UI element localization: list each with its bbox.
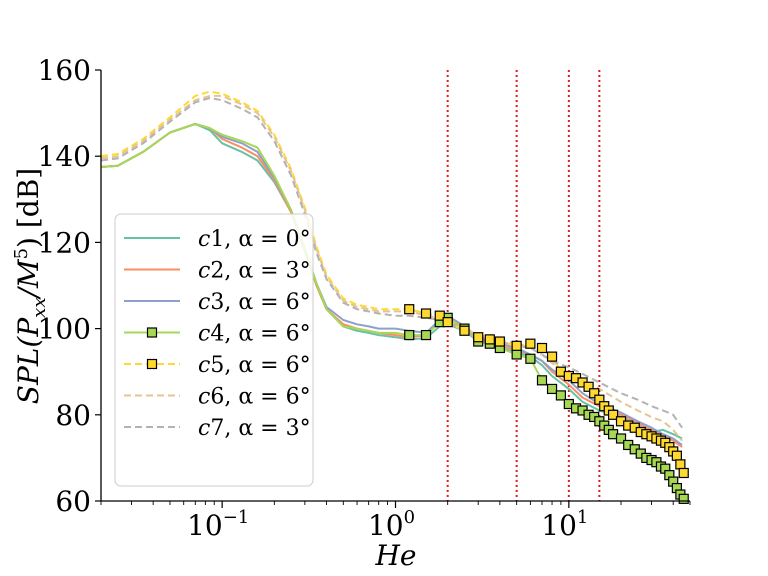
data-point-c4 [536, 375, 548, 386]
data-point-c4 [511, 349, 522, 360]
data-point-c5 [404, 304, 415, 315]
legend-label-c2: c2, α = 3° [198, 259, 311, 284]
data-point-c5 [536, 342, 548, 354]
vertical-reference-lines [446, 70, 601, 501]
axes [95, 69, 691, 508]
data-point-c5 [525, 338, 536, 349]
x-axis-label: He [375, 539, 417, 572]
series-line-c7 [101, 97, 683, 429]
legend-marker-c4 [146, 327, 158, 338]
data-point-c5 [473, 332, 484, 343]
y-tick-label: 100 [38, 313, 91, 346]
data-point-c5 [494, 336, 505, 347]
legend-label-c7: c7, α = 3° [198, 416, 311, 441]
data-point-c4 [615, 433, 627, 444]
legend-label-c6: c6, α = 6° [198, 385, 311, 410]
data-point-c4 [420, 329, 432, 341]
legend-label-c1: c1, α = 0° [198, 227, 311, 252]
legend-label-c5: c5, α = 6° [198, 353, 311, 378]
x-tick-label: 101 [541, 507, 588, 542]
y-tick-label: 60 [55, 485, 91, 518]
y-tick-label: 80 [55, 399, 91, 432]
data-point-c5 [589, 388, 600, 399]
x-tick-label: 100 [368, 507, 415, 542]
data-point-c4 [546, 383, 558, 395]
legend-label-c4: c4, α = 6° [198, 322, 311, 347]
data-point-c5 [583, 381, 594, 392]
data-point-c5 [420, 308, 432, 319]
data-point-c4 [678, 493, 689, 504]
legend-label-c3: c3, α = 6° [198, 290, 311, 315]
data-point-c5 [511, 340, 522, 351]
data-point-c4 [555, 390, 567, 401]
series-markers [404, 304, 689, 504]
data-point-c5 [484, 334, 495, 345]
series-line-c1 [101, 122, 683, 440]
data-point-c5 [442, 317, 453, 328]
y-tick-label: 160 [38, 54, 91, 87]
data-point-c5 [671, 450, 682, 461]
data-point-c5 [675, 459, 686, 470]
legend-frame [114, 213, 314, 487]
data-point-c5 [678, 467, 689, 479]
data-point-c5 [546, 351, 558, 362]
series-line-c3 [101, 122, 683, 446]
data-point-c4 [404, 329, 415, 341]
y-tick-label: 120 [38, 226, 91, 259]
tick-labels: 60 80 100 120 140 160 10−1 100 101 [38, 54, 589, 542]
series-line-c5 [101, 90, 685, 474]
series-line-c2 [101, 122, 683, 448]
x-tick-label: 10−1 [187, 507, 249, 542]
legend: c1, α = 0° c2, α = 3° c3, α = 6° c4, α = 6°… [114, 213, 314, 487]
legend-marker-c5 [146, 358, 158, 370]
data-point-c5 [434, 310, 445, 321]
data-point-c5 [607, 409, 619, 420]
y-tick-label: 140 [38, 140, 91, 173]
data-point-c4 [525, 353, 536, 364]
y-axis-label: SPL(Pxx/M5) [dB] [11, 168, 50, 404]
data-point-c5 [459, 325, 470, 336]
